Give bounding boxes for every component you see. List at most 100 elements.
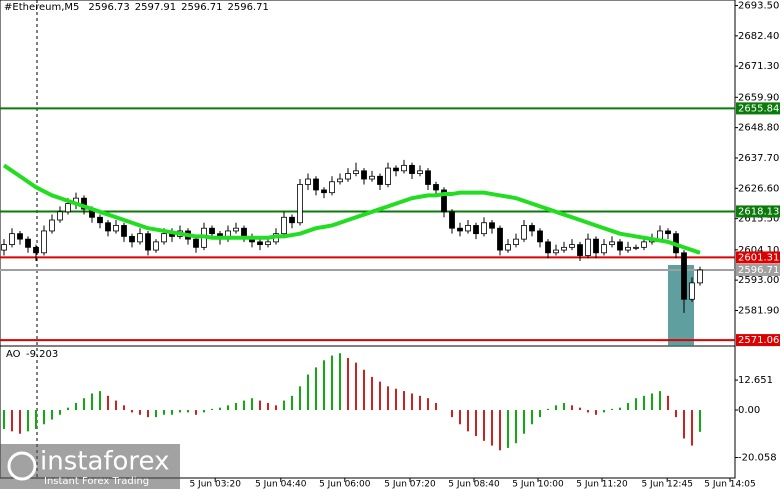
ao-bar (235, 402, 237, 411)
candle-body (337, 178, 343, 183)
ao-bar (491, 410, 493, 446)
ao-bar (91, 393, 93, 411)
ao-bar (355, 362, 357, 411)
x-tick-label: 5 Jun 14:05 (704, 480, 755, 489)
x-tick-label: 5 Jun 12:45 (641, 480, 692, 489)
ao-bar (187, 410, 189, 413)
level-tag (736, 205, 780, 218)
candle-body (9, 233, 15, 246)
ao-bar (227, 405, 229, 411)
candle-body (49, 219, 55, 232)
ao-bar (251, 398, 253, 411)
watermark-tagline: Instant Forex Trading (44, 476, 149, 487)
ao-bar (171, 410, 173, 415)
ao-bar (603, 410, 605, 413)
candle-body (537, 230, 543, 243)
candle-body (441, 189, 447, 213)
candle-body (657, 230, 663, 240)
ao-bar (11, 410, 13, 432)
candle-body (113, 225, 119, 232)
ao-bar (19, 410, 21, 434)
candle-body (425, 170, 431, 185)
ao-tick-label: 12.651 (738, 375, 773, 386)
ao-bar (203, 410, 205, 413)
ao-bar (531, 410, 533, 425)
ao-bar (499, 410, 501, 451)
candle-body (457, 227, 463, 232)
ao-bar (483, 410, 485, 441)
candle-body (41, 230, 47, 254)
ao-bar (571, 405, 573, 411)
y-tick-label: 2581.90 (738, 305, 779, 316)
candle-body (513, 238, 519, 246)
ao-bar (555, 405, 557, 411)
candle-body (449, 211, 455, 229)
ao-bar (395, 388, 397, 411)
candle-body (329, 181, 335, 194)
candle-body (289, 216, 295, 224)
candle-body (265, 241, 271, 246)
ao-bar (315, 367, 317, 411)
candle-body (609, 241, 615, 246)
ao-bar (211, 408, 213, 411)
ao-bar (451, 410, 453, 418)
ao-bar (643, 395, 645, 411)
candle-body (433, 184, 439, 191)
ao-bar (659, 391, 661, 411)
ao-bar (371, 376, 373, 411)
candle-body (505, 244, 511, 251)
plot-frame (0, 0, 736, 479)
candle-body (601, 244, 607, 254)
level-label: 2571.06 (738, 335, 779, 346)
candle-body (361, 170, 367, 180)
level-tag (736, 263, 780, 276)
watermark-logo (7, 451, 37, 481)
ao-bar (99, 391, 101, 411)
ao-bar (619, 407, 621, 411)
ao-bar (459, 410, 461, 425)
y-tick-label: 2615.50 (738, 214, 779, 225)
ao-bar (291, 395, 293, 411)
candle-body (57, 211, 63, 221)
ao-bar (283, 400, 285, 411)
ao-bar (411, 393, 413, 411)
ao-bar (131, 410, 133, 413)
candle-body (65, 203, 71, 213)
candle-body (241, 227, 247, 237)
ao-bar (363, 369, 365, 411)
candle-body (233, 227, 239, 232)
level-label: 2596.71 (738, 265, 779, 276)
candle-body (321, 189, 327, 194)
moving-average (2, 163, 701, 255)
ao-bar (3, 410, 5, 429)
ao-bar (507, 410, 509, 448)
header: #Ethereum,M5 2596.73 2597.91 2596.71 259… (4, 2, 269, 13)
candle-body (481, 222, 487, 235)
candle-body (625, 246, 631, 251)
ao-bar (179, 410, 181, 413)
ao-bar (267, 402, 269, 411)
ao-bar (587, 410, 589, 413)
header-low: 2596.71 (181, 2, 223, 13)
ao-bar (699, 410, 701, 432)
candle-body (193, 238, 199, 248)
candle-body (33, 246, 39, 254)
x-tick-label: 5 Jun 11:20 (576, 480, 628, 489)
ao-bar (83, 398, 85, 411)
ao-bar (419, 395, 421, 411)
highlight-box (668, 265, 694, 346)
ao-bar (331, 355, 333, 411)
ao-bar (347, 357, 349, 411)
ao-bar (611, 408, 613, 411)
ao-bar (115, 400, 117, 411)
watermark-box (0, 444, 180, 489)
candle-body (313, 178, 319, 191)
ao-bar (163, 410, 165, 415)
candle-body (417, 170, 423, 174)
candle-body (17, 233, 23, 240)
y-tick-label: 2693.50 (738, 0, 779, 11)
y-tick-label: 2648.80 (738, 123, 779, 134)
ao-bar (147, 410, 149, 418)
candle-body (353, 170, 359, 174)
candle-body (209, 227, 215, 235)
